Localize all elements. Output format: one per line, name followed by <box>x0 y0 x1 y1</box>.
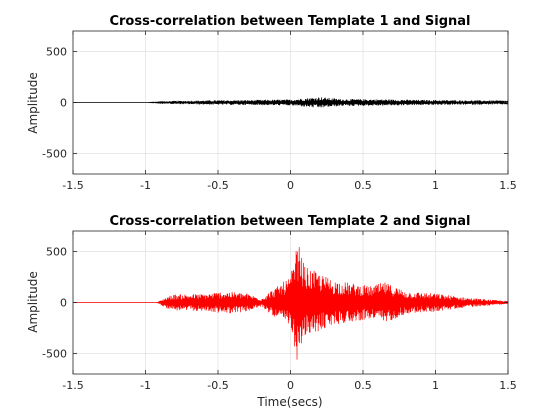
chart-top: Cross-correlation between Template 1 and… <box>26 14 517 192</box>
y-tick-label: -500 <box>42 148 67 161</box>
x-tick-label: -1 <box>140 379 151 392</box>
x-tick-label: 0 <box>287 179 294 192</box>
y-tick-label: 500 <box>46 45 67 58</box>
y-axis-label: Amplitude <box>26 271 40 333</box>
x-tick-label: -1.5 <box>62 379 83 392</box>
y-tick-label: 0 <box>60 297 67 310</box>
y-axis-label: Amplitude <box>26 72 40 134</box>
x-tick-label: 0.5 <box>354 179 372 192</box>
x-tick-label: 1 <box>432 379 439 392</box>
chart-title: Cross-correlation between Template 1 and… <box>109 14 470 29</box>
x-tick-label: -0.5 <box>207 179 228 192</box>
x-tick-label: -1 <box>140 179 151 192</box>
x-tick-label: 1.5 <box>499 179 517 192</box>
y-tick-label: -500 <box>42 348 67 361</box>
chart-bottom: Cross-correlation between Template 2 and… <box>26 214 517 409</box>
chart-title: Cross-correlation between Template 2 and… <box>109 214 470 229</box>
x-tick-label: -0.5 <box>207 379 228 392</box>
series-line <box>73 247 509 360</box>
x-tick-label: 1 <box>432 179 439 192</box>
x-axis-label: Time(secs) <box>256 395 322 409</box>
x-tick-label: 0 <box>287 379 294 392</box>
series-line <box>73 97 509 108</box>
y-tick-label: 0 <box>60 97 67 110</box>
x-tick-label: 0.5 <box>354 379 372 392</box>
x-tick-label: -1.5 <box>62 179 83 192</box>
x-tick-label: 1.5 <box>499 379 517 392</box>
y-tick-label: 500 <box>46 245 67 258</box>
